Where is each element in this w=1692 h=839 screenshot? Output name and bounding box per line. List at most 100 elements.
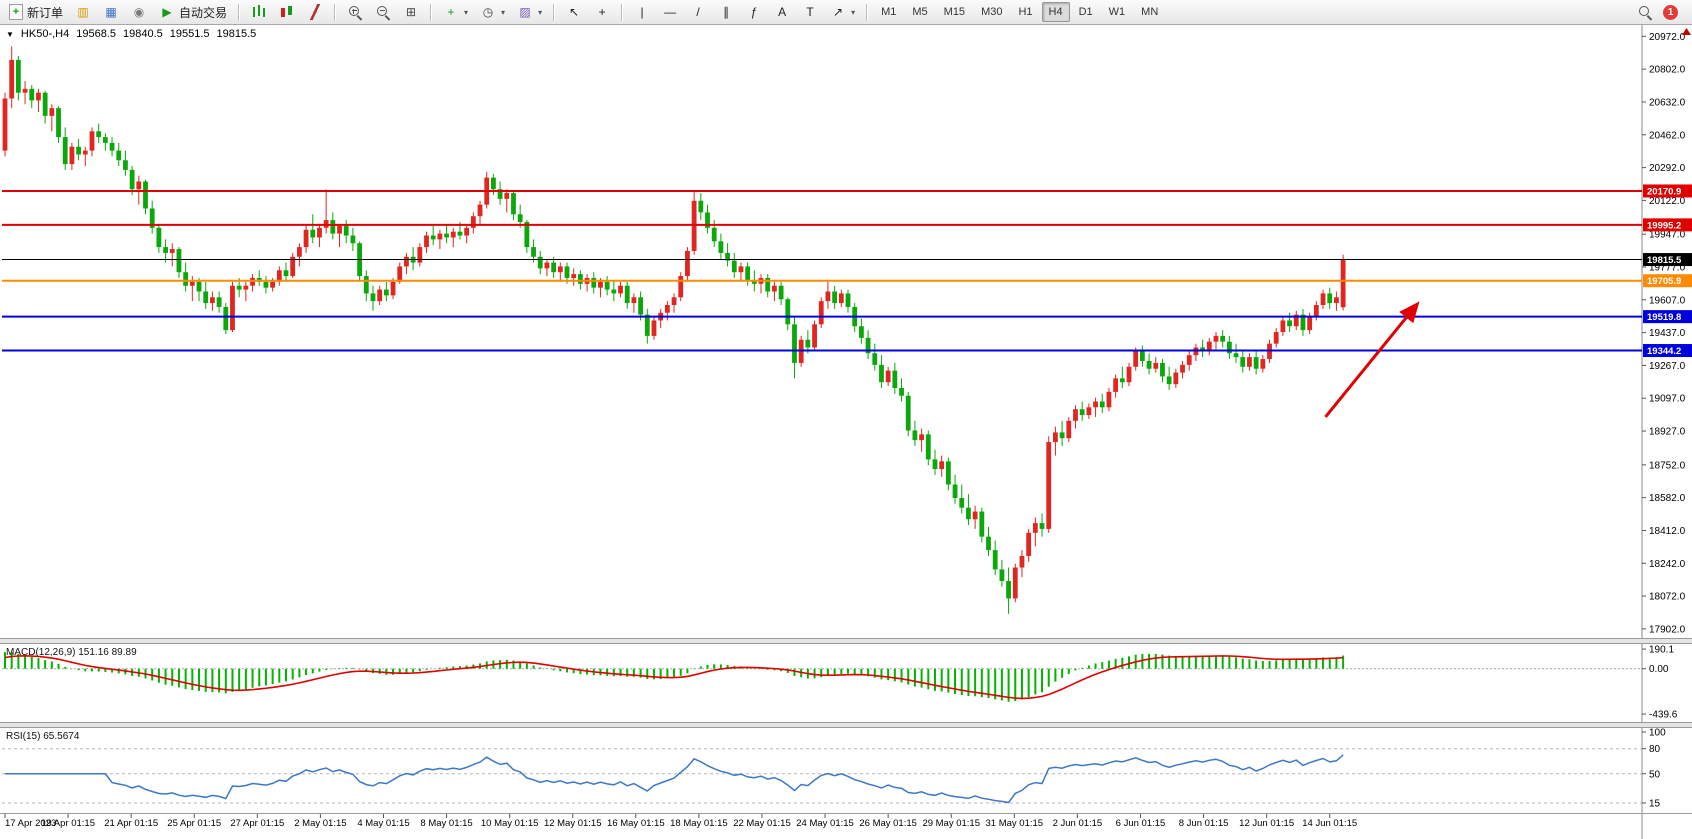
text-button[interactable]: A — [769, 2, 795, 22]
tf-m15-button[interactable]: M15 — [937, 2, 972, 22]
svg-text:20122.0: 20122.0 — [1649, 196, 1686, 207]
price-tag — [1643, 253, 1692, 267]
symbol-period-label: HK50-,H4 — [20, 28, 70, 40]
candle-down — [116, 150, 122, 161]
candle-down — [524, 222, 530, 248]
svg-text:27 Apr 01:15: 27 Apr 01:15 — [230, 818, 284, 829]
toolbar-right-group: 1 — [1637, 4, 1678, 20]
svg-text:22 May 01:15: 22 May 01:15 — [733, 818, 791, 829]
line-chart-button[interactable] — [302, 2, 328, 22]
scale-scroll-up-marker[interactable] — [1682, 28, 1691, 35]
macd-axis-label: 190.1 — [1649, 645, 1674, 656]
tf-h4-button[interactable]: H4 — [1041, 2, 1070, 22]
trendline-icon: / — [696, 5, 700, 19]
candle-up — [919, 434, 925, 441]
tf-w1-button[interactable]: W1 — [1102, 2, 1133, 22]
candle-up — [1032, 523, 1038, 533]
tf-m30-button[interactable]: M30 — [974, 2, 1009, 22]
candle-down — [1200, 347, 1206, 352]
horizontal-line-button[interactable]: — — [657, 2, 683, 22]
panel-separator[interactable] — [0, 638, 1692, 644]
candle-down — [1253, 357, 1259, 369]
zoom-in-button[interactable] — [342, 2, 368, 22]
cursor-button[interactable]: ↖ — [561, 2, 587, 22]
fibonacci-button[interactable]: ƒ — [741, 2, 767, 22]
candle-down — [343, 225, 349, 236]
templates-button[interactable]: ▨ ▾ — [512, 2, 547, 22]
candle-up — [1106, 391, 1112, 408]
tf-h1-button[interactable]: H1 — [1011, 2, 1039, 22]
candle-down — [1139, 351, 1145, 361]
candle-down — [283, 270, 289, 277]
candle-up — [939, 461, 945, 470]
macd-axis-label: 0.00 — [1649, 664, 1669, 675]
candle-down — [1300, 314, 1306, 331]
svg-text:20292.0: 20292.0 — [1649, 163, 1686, 174]
svg-text:20170.9: 20170.9 — [1647, 186, 1681, 197]
svg-text:4 May 01:15: 4 May 01:15 — [357, 818, 409, 829]
tf-m1-button[interactable]: M1 — [874, 2, 903, 22]
candle-up — [417, 247, 423, 263]
crosshair-button[interactable]: + — [589, 2, 615, 22]
vertical-line-button[interactable]: | — [629, 2, 655, 22]
text-label-button[interactable]: T — [797, 2, 823, 22]
svg-text:17 Apr 2023: 17 Apr 2023 — [5, 818, 56, 829]
zoom-out-button[interactable] — [370, 2, 396, 22]
candle-up — [1247, 357, 1252, 367]
autotrading-button[interactable]: ▶ 自动交易 — [154, 2, 232, 22]
panel-separator[interactable] — [0, 722, 1692, 728]
zoom-out-icon — [375, 4, 391, 20]
new-order-button[interactable]: + 新订单 — [4, 2, 68, 22]
candle-down — [236, 285, 242, 290]
candle-up — [230, 285, 235, 331]
tile-windows-button[interactable]: ⊞ — [398, 2, 424, 22]
macd-signal-line — [4, 655, 1344, 700]
data-window-button[interactable]: ▦ — [98, 2, 124, 22]
svg-text:2 May 01:15: 2 May 01:15 — [294, 818, 346, 829]
candle-down — [1119, 378, 1125, 383]
candle-up — [1019, 555, 1025, 568]
tf-d1-button[interactable]: D1 — [1072, 2, 1100, 22]
navigator-button[interactable]: ◉ — [126, 2, 152, 22]
price-axis[interactable]: 20972.0 20802.0 20632.0 20462.0 20292.0 20122… — [1642, 32, 1686, 636]
chart-plot-background[interactable] — [0, 25, 1692, 839]
candle-down — [705, 212, 710, 228]
candle-down — [96, 131, 102, 138]
candle-up — [1313, 305, 1319, 317]
svg-text:16 May 01:15: 16 May 01:15 — [607, 818, 665, 829]
candle-up — [1153, 362, 1159, 369]
tf-w1-label: W1 — [1108, 6, 1126, 18]
candle-up — [738, 266, 744, 273]
candle-down — [370, 293, 376, 302]
tf-m5-button[interactable]: M5 — [905, 2, 934, 22]
candle-up — [69, 146, 75, 165]
ohlc-bars-button[interactable] — [246, 2, 272, 22]
trend-line-button[interactable]: / — [685, 2, 711, 22]
one-click-trading-collapse-icon[interactable]: ▼ — [6, 29, 14, 39]
notification-badge[interactable]: 1 — [1663, 4, 1678, 20]
candle-down — [698, 200, 704, 213]
candle-down — [430, 235, 436, 240]
candle-up — [303, 229, 309, 248]
trend-arrow-annotation[interactable] — [1324, 301, 1420, 418]
svg-text:19344.2: 19344.2 — [1647, 346, 1681, 357]
candle-down — [76, 146, 81, 155]
arrows-button[interactable]: ↗ ▾ — [825, 2, 860, 22]
candle-up — [1186, 355, 1192, 365]
candle-up — [1046, 442, 1052, 529]
svg-text:14 Jun 01:15: 14 Jun 01:15 — [1302, 818, 1357, 829]
indicators-button[interactable]: + ▾ — [438, 2, 473, 22]
svg-text:19 Apr 01:15: 19 Apr 01:15 — [41, 818, 95, 829]
channel-button[interactable]: ∥ — [713, 2, 739, 22]
candlesticks-button[interactable] — [274, 2, 300, 22]
periods-button[interactable]: ◷ ▾ — [475, 2, 510, 22]
tf-mn-button[interactable]: MN — [1134, 2, 1165, 22]
svg-text:10 May 01:15: 10 May 01:15 — [481, 818, 539, 829]
candle-down — [805, 339, 811, 348]
svg-text:31 May 01:15: 31 May 01:15 — [986, 818, 1044, 829]
search-icon[interactable] — [1637, 4, 1653, 20]
market-watch-button[interactable]: ▥ — [70, 2, 96, 22]
candle-down — [624, 285, 630, 304]
chart-canvas[interactable]: 20972.0 20802.0 20632.0 20462.0 20292.0 20122… — [0, 25, 1692, 839]
